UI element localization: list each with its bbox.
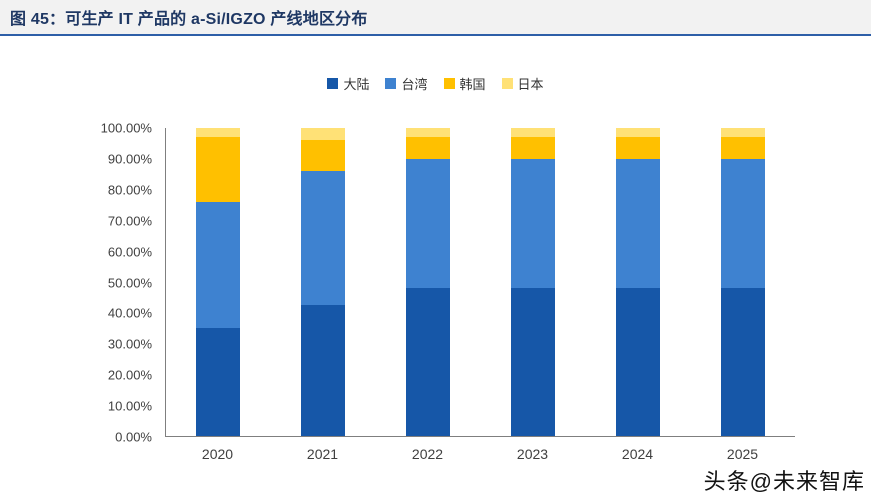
bar-segment-1 xyxy=(301,305,346,436)
bar-segment-2 xyxy=(720,158,765,289)
legend-item-3: 韩国 xyxy=(443,74,486,93)
figure-title: 图 45：可生产 IT 产品的 a-Si/IGZO 产线地区分布 xyxy=(10,11,368,28)
bar-2022 xyxy=(406,128,451,436)
bar-segment-4 xyxy=(510,128,555,138)
x-axis-label: 2020 xyxy=(201,446,234,462)
y-axis-tick-label: 60.00% xyxy=(107,244,152,260)
bar-segment-2 xyxy=(510,158,555,289)
legend-swatch-icon xyxy=(385,78,397,89)
bar-segment-4 xyxy=(196,128,241,138)
x-axis: 2020 2021 2022 2023 2024 2025 xyxy=(165,446,795,462)
legend-swatch-icon xyxy=(443,78,455,89)
bar-segment-3 xyxy=(196,137,241,202)
bar-segment-3 xyxy=(510,137,555,159)
bar-segment-3 xyxy=(615,137,660,159)
legend-item-4: 日本 xyxy=(501,74,544,93)
legend-label: 韩国 xyxy=(459,77,486,92)
bar-segment-2 xyxy=(615,158,660,289)
x-axis-label: 2021 xyxy=(306,446,339,462)
x-axis-label: 2022 xyxy=(411,446,444,462)
legend-swatch-icon xyxy=(501,78,513,89)
watermark: 头条@未来智库 xyxy=(703,469,865,494)
x-axis-label: 2025 xyxy=(726,446,759,462)
bar-segment-2 xyxy=(301,171,346,306)
legend-label: 日本 xyxy=(517,77,544,92)
legend-item-2: 台湾 xyxy=(385,74,428,93)
bar-segment-1 xyxy=(720,288,765,436)
y-axis-tick-label: 90.00% xyxy=(107,151,152,167)
y-axis-tick-label: 70.00% xyxy=(107,213,152,229)
y-axis-tick-label: 0.00% xyxy=(115,429,152,445)
y-axis-tick-label: 10.00% xyxy=(107,398,152,414)
bar-segment-2 xyxy=(406,158,451,289)
bar-segment-4 xyxy=(615,128,660,138)
x-axis-label: 2024 xyxy=(621,446,654,462)
bar-segment-4 xyxy=(301,128,346,141)
bar-segment-3 xyxy=(301,140,346,172)
legend-label: 大陆 xyxy=(343,77,370,92)
legend-label: 台湾 xyxy=(401,77,428,92)
x-axis-label: 2023 xyxy=(516,446,549,462)
plot-area xyxy=(165,128,795,437)
bar-2020 xyxy=(196,128,241,436)
bar-segment-1 xyxy=(196,328,241,436)
bar-segment-1 xyxy=(510,288,555,436)
y-axis-tick-label: 80.00% xyxy=(107,182,152,198)
y-axis-tick-label: 30.00% xyxy=(107,336,152,352)
legend-item-1: 大陆 xyxy=(327,74,369,93)
bar-segment-4 xyxy=(406,128,451,138)
chart-legend: 大陆 台湾 韩国 日本 xyxy=(0,74,871,93)
y-axis: 100.00% 90.00% 80.00% 70.00% 60.00% 50.00% 40.… xyxy=(60,121,160,445)
y-axis-tick-label: 40.00% xyxy=(107,305,152,321)
bar-segment-3 xyxy=(406,137,451,159)
bar-2025 xyxy=(720,128,765,436)
y-axis-tick-label: 100.00% xyxy=(100,120,152,136)
bar-2024 xyxy=(615,128,660,436)
y-axis-tick-label: 50.00% xyxy=(107,275,152,290)
bar-2023 xyxy=(510,128,555,436)
bar-segment-4 xyxy=(720,128,765,138)
legend-swatch-icon xyxy=(327,78,339,89)
y-axis-tick-label: 20.00% xyxy=(107,367,152,383)
bar-segment-1 xyxy=(615,288,660,436)
bar-2021 xyxy=(301,128,346,436)
bar-segment-1 xyxy=(406,288,451,436)
figure-title-bar: 图 45：可生产 IT 产品的 a-Si/IGZO 产线地区分布 xyxy=(0,0,871,36)
bar-segment-2 xyxy=(196,201,241,329)
bar-segment-3 xyxy=(720,137,765,159)
